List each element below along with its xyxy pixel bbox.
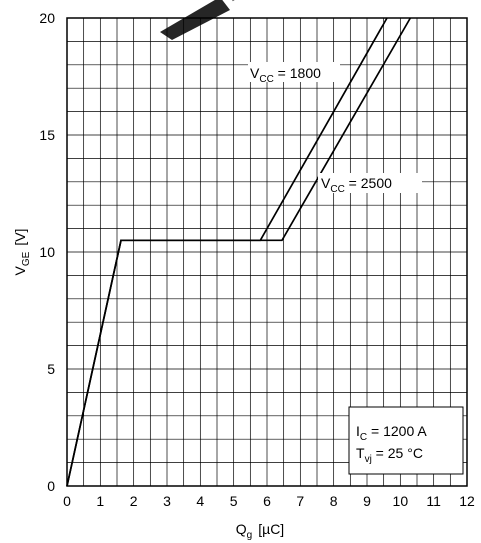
y-tick-label: 20 [39, 10, 55, 26]
chart-frame [66, 17, 468, 487]
x-tick-label: 2 [130, 493, 138, 509]
x-tick-label: 5 [230, 493, 238, 509]
x-tick-label: 11 [426, 493, 441, 509]
series-line-vcc-2500 [66, 17, 412, 487]
x-tick-label: 9 [363, 493, 371, 509]
svg-text:VCC = 2500: VCC = 2500 [321, 175, 392, 195]
y-tick-label: 15 [39, 127, 55, 143]
x-axis-label: Qg [µC] [236, 521, 284, 541]
x-tick-label: 1 [96, 493, 104, 509]
x-tick-label: 3 [163, 493, 171, 509]
x-tick-label: 10 [393, 493, 409, 509]
y-tick-label: 5 [47, 361, 55, 377]
conditions-box: IC = 1200 A Tvj = 25 °C [348, 406, 464, 475]
svg-text:VCC = 1800: VCC = 1800 [250, 65, 321, 85]
y-tick-label: 0 [47, 478, 55, 494]
series-label-vcc-2500: VCC = 2500 [318, 173, 422, 195]
x-tick-label: 8 [330, 493, 338, 509]
x-axis-ticks: 0 1 2 3 4 5 6 7 8 9 10 11 12 [63, 493, 475, 509]
y-axis-label: VGE[V] [12, 229, 32, 276]
y-axis-ticks: 0 5 10 15 20 [39, 10, 55, 494]
condition-ic: IC = 1200 A [356, 423, 427, 443]
chart-series [66, 17, 412, 487]
x-tick-label: 4 [196, 493, 204, 509]
x-tick-label: 12 [459, 493, 475, 509]
x-tick-label: 7 [296, 493, 304, 509]
condition-tvj: Tvj = 25 °C [356, 445, 423, 465]
y-tick-label: 10 [39, 244, 55, 260]
plot-border [66, 17, 468, 487]
x-tick-label: 6 [263, 493, 271, 509]
series-label-vcc-1800: VCC = 1800 [248, 62, 340, 85]
x-tick-label: 0 [63, 493, 71, 509]
